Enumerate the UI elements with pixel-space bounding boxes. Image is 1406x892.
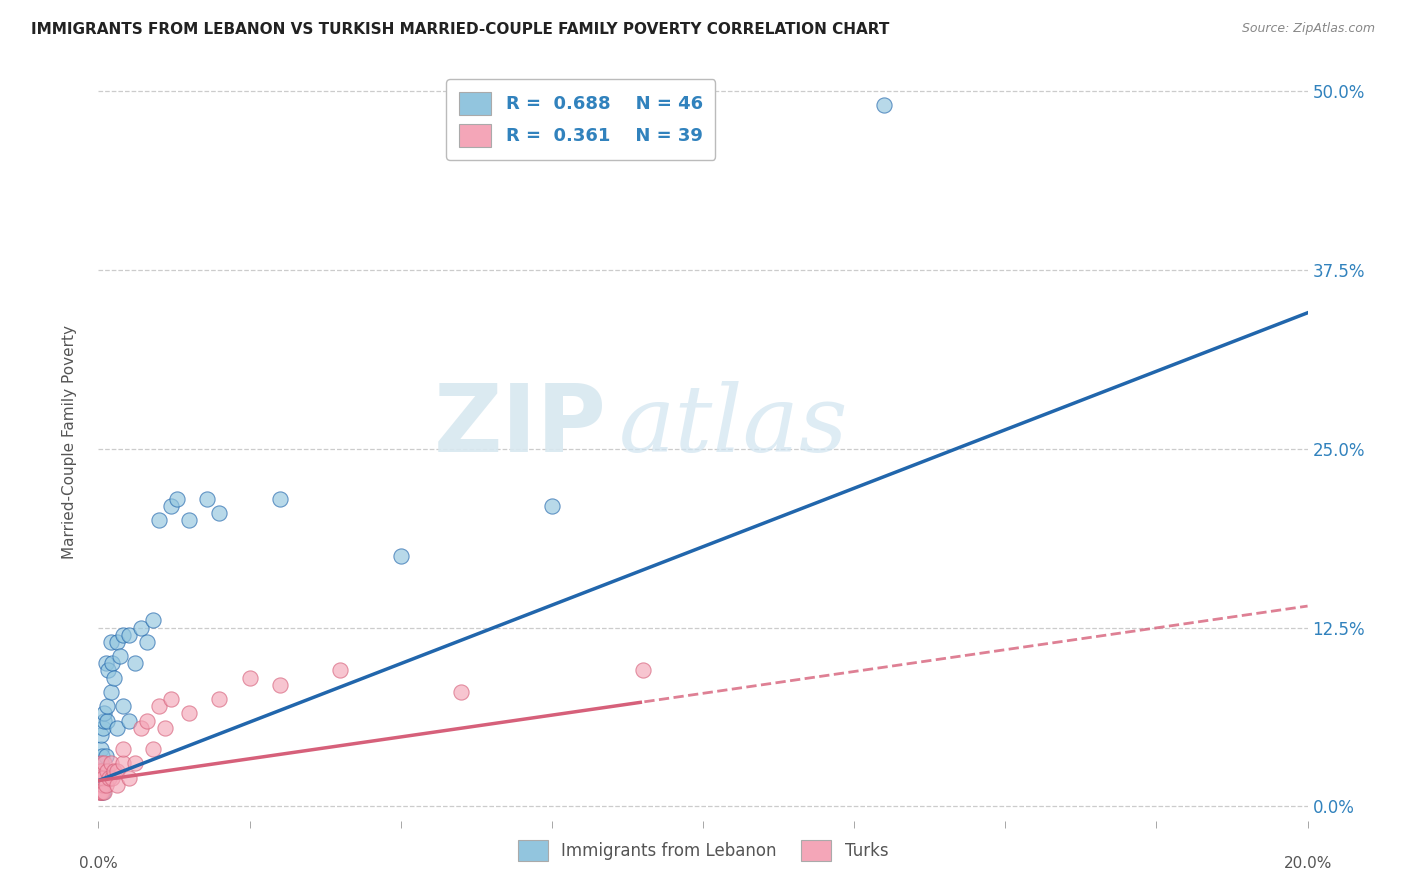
- Point: [118, 714, 141, 728]
- Point: [148, 699, 170, 714]
- Point: [208, 506, 231, 520]
- Point: [93, 706, 115, 721]
- Text: atlas: atlas: [619, 382, 848, 471]
- Point: [90, 756, 112, 771]
- Point: [153, 721, 176, 735]
- Point: [540, 499, 562, 513]
- Point: [96, 714, 118, 728]
- Point: [89, 778, 111, 792]
- Point: [96, 764, 118, 778]
- Point: [239, 671, 262, 685]
- Point: [100, 635, 122, 649]
- Point: [96, 657, 118, 671]
- Point: [103, 764, 125, 778]
- Point: [96, 699, 118, 714]
- Point: [389, 549, 412, 563]
- Point: [129, 721, 152, 735]
- Point: [111, 699, 134, 714]
- Point: [166, 491, 188, 506]
- Point: [91, 771, 114, 785]
- Point: [124, 657, 146, 671]
- Point: [108, 649, 131, 664]
- Point: [91, 778, 114, 792]
- Point: [90, 771, 112, 785]
- Point: [98, 771, 121, 785]
- Point: [100, 771, 122, 785]
- Point: [124, 756, 146, 771]
- Point: [142, 613, 165, 627]
- Y-axis label: Married-Couple Family Poverty: Married-Couple Family Poverty: [62, 325, 77, 558]
- Text: ZIP: ZIP: [433, 380, 606, 473]
- Point: [450, 685, 472, 699]
- Legend: Immigrants from Lebanon, Turks: Immigrants from Lebanon, Turks: [505, 827, 901, 875]
- Point: [90, 764, 112, 778]
- Point: [91, 778, 114, 792]
- Text: IMMIGRANTS FROM LEBANON VS TURKISH MARRIED-COUPLE FAMILY POVERTY CORRELATION CHA: IMMIGRANTS FROM LEBANON VS TURKISH MARRI…: [31, 22, 890, 37]
- Point: [90, 742, 112, 756]
- Point: [105, 635, 128, 649]
- Point: [179, 513, 201, 527]
- Point: [129, 620, 152, 634]
- Point: [100, 685, 122, 699]
- Point: [269, 678, 291, 692]
- Point: [91, 764, 114, 778]
- Point: [100, 756, 122, 771]
- Point: [148, 513, 170, 527]
- Point: [105, 778, 128, 792]
- Point: [160, 692, 183, 706]
- Point: [111, 628, 134, 642]
- Point: [90, 778, 112, 792]
- Point: [100, 657, 122, 671]
- Point: [105, 721, 128, 735]
- Point: [179, 706, 201, 721]
- Point: [135, 635, 157, 649]
- Point: [89, 778, 111, 792]
- Point: [91, 749, 114, 764]
- Point: [97, 664, 120, 678]
- Text: 0.0%: 0.0%: [79, 856, 118, 871]
- Point: [89, 771, 111, 785]
- Text: Source: ZipAtlas.com: Source: ZipAtlas.com: [1241, 22, 1375, 36]
- Point: [269, 491, 291, 506]
- Point: [89, 764, 111, 778]
- Point: [89, 771, 111, 785]
- Point: [329, 664, 352, 678]
- Point: [90, 756, 112, 771]
- Point: [90, 785, 112, 799]
- Point: [91, 785, 114, 799]
- Point: [631, 664, 654, 678]
- Point: [873, 98, 896, 112]
- Point: [94, 778, 117, 792]
- Point: [93, 756, 115, 771]
- Point: [89, 764, 111, 778]
- Point: [90, 785, 112, 799]
- Point: [118, 628, 141, 642]
- Point: [160, 499, 183, 513]
- Point: [111, 756, 134, 771]
- Point: [142, 742, 165, 756]
- Point: [105, 764, 128, 778]
- Point: [94, 749, 117, 764]
- Point: [89, 785, 111, 799]
- Point: [90, 728, 112, 742]
- Point: [93, 764, 115, 778]
- Point: [93, 714, 115, 728]
- Legend: R =  0.688    N = 46, R =  0.361    N = 39: R = 0.688 N = 46, R = 0.361 N = 39: [446, 79, 716, 160]
- Point: [103, 671, 125, 685]
- Point: [87, 785, 110, 799]
- Point: [208, 692, 231, 706]
- Point: [93, 785, 115, 799]
- Point: [135, 714, 157, 728]
- Point: [91, 721, 114, 735]
- Text: 20.0%: 20.0%: [1284, 856, 1331, 871]
- Point: [195, 491, 218, 506]
- Point: [118, 771, 141, 785]
- Point: [91, 785, 114, 799]
- Point: [111, 742, 134, 756]
